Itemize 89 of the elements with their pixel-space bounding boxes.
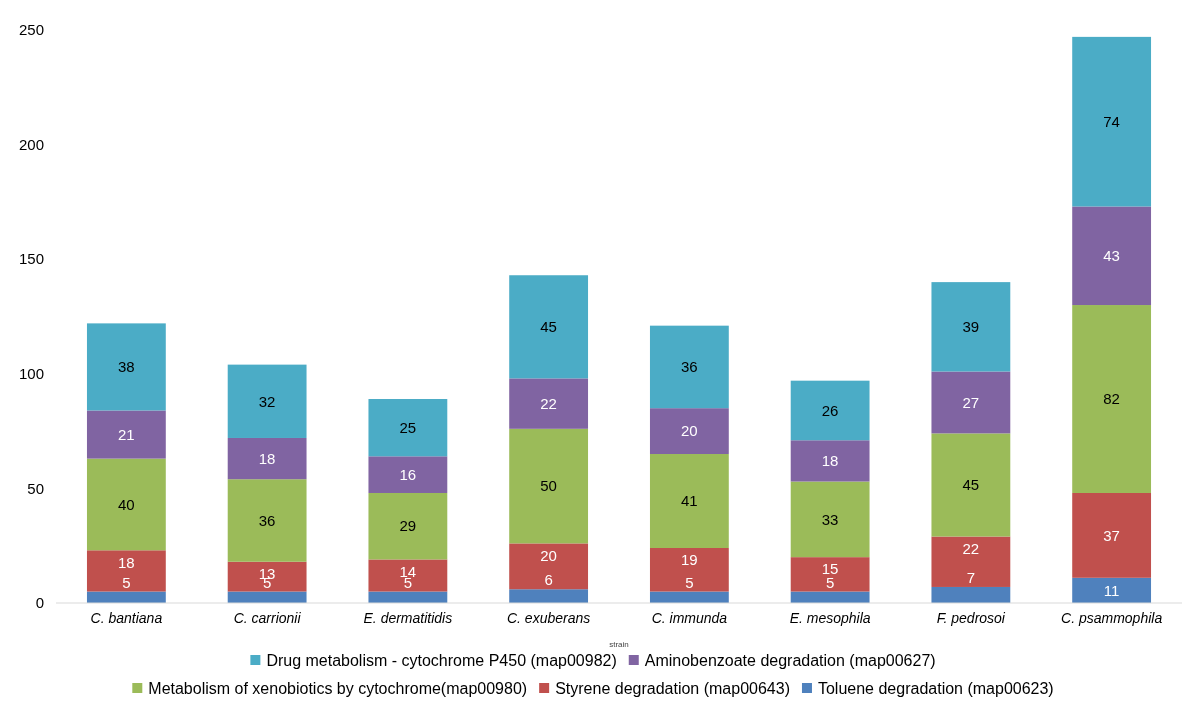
- y-tick-label: 250: [18, 21, 44, 39]
- bar: [1072, 492, 1152, 578]
- y-tick-label: 200: [18, 135, 44, 153]
- legend-label: Toluene degradation (map00623): [817, 679, 1054, 697]
- bar: [509, 543, 589, 590]
- data-label: 36: [681, 358, 698, 376]
- data-label: 18: [258, 449, 276, 467]
- data-label: 18: [821, 452, 839, 470]
- data-label: 37: [1103, 526, 1120, 544]
- bar: [509, 589, 589, 603]
- x-tick-label: C. psammophila: [1061, 610, 1163, 626]
- data-label: 6: [544, 571, 553, 589]
- data-label: 25: [399, 418, 417, 436]
- data-label: 82: [1103, 390, 1120, 408]
- bar: [86, 323, 166, 411]
- legend-label: Styrene degradation (map00643): [555, 679, 790, 697]
- data-label: 33: [821, 510, 839, 528]
- data-label: 22: [962, 539, 980, 557]
- legend-label: Drug metabolism - cytochrome P450 (map00982): [266, 651, 617, 669]
- data-label: 20: [681, 422, 698, 440]
- bar: [931, 536, 1011, 587]
- x-tick-label: C. bantiana: [90, 610, 163, 626]
- y-tick-label: 50: [27, 479, 44, 497]
- data-label: 22: [540, 394, 557, 412]
- data-label: 41: [681, 492, 698, 510]
- bar: [790, 440, 870, 482]
- x-tick-label: E. dermatitidis: [363, 610, 453, 626]
- bar: [368, 456, 448, 493]
- y-tick-label: 150: [18, 250, 44, 268]
- bar: [1072, 206, 1152, 306]
- bar: [86, 410, 166, 459]
- bar: [368, 559, 448, 592]
- data-label: 20: [540, 546, 557, 564]
- data-label: 7: [966, 569, 976, 587]
- data-label: 32: [258, 392, 276, 410]
- legend-label: Aminobenzoate degradation (map00627): [644, 651, 936, 669]
- bar: [227, 479, 307, 562]
- data-label: 38: [118, 358, 135, 376]
- bar: [509, 275, 589, 379]
- legend-label: Metabolism of xenobiotics by cytochrome(map00980): [148, 679, 528, 697]
- bar: [649, 408, 729, 455]
- x-tick-label: E. mesophila: [789, 610, 871, 626]
- data-label: 11: [1103, 581, 1120, 599]
- data-label: 45: [962, 476, 980, 494]
- bar: [1072, 305, 1152, 493]
- data-label: 26: [821, 401, 839, 419]
- bar: [227, 364, 307, 438]
- x-tick-label: C. immunda: [651, 610, 728, 626]
- y-tick-label: 100: [18, 365, 44, 383]
- bar: [790, 481, 870, 558]
- bar: [368, 399, 448, 457]
- data-label: 21: [118, 425, 135, 443]
- bar: [931, 282, 1011, 372]
- data-label: 40: [118, 495, 135, 513]
- bar: [790, 557, 870, 592]
- bar: [790, 380, 870, 441]
- y-tick-label: 0: [35, 594, 44, 612]
- data-label: 36: [258, 511, 276, 529]
- data-label: 16: [399, 465, 417, 483]
- data-label: 29: [399, 517, 417, 535]
- data-label: 39: [962, 318, 980, 336]
- bar: [509, 428, 589, 544]
- bar: [227, 437, 307, 480]
- bar: [931, 433, 1011, 537]
- x-axis-title: strain: [609, 640, 629, 649]
- data-label: 50: [540, 477, 557, 495]
- bar: [368, 492, 448, 560]
- x-tick-label: C. carrionii: [233, 610, 302, 626]
- x-tick-label: C. exuberans: [506, 610, 591, 626]
- data-label: 74: [1103, 112, 1120, 130]
- bar: [649, 325, 729, 409]
- bar: [649, 547, 729, 592]
- x-tick-label: F. pedrosoi: [936, 610, 1006, 626]
- data-label: 45: [540, 318, 557, 336]
- bar: [931, 371, 1011, 434]
- data-label: 5: [122, 573, 131, 591]
- data-label: 18: [118, 553, 135, 571]
- bar: [86, 458, 166, 551]
- data-label: 5: [685, 573, 694, 591]
- bar: [649, 454, 729, 548]
- bar: [1072, 36, 1152, 207]
- data-label: 43: [1103, 247, 1120, 265]
- bar: [931, 586, 1011, 603]
- data-label: 27: [962, 393, 980, 411]
- data-label: 19: [681, 551, 698, 569]
- bar: [1072, 577, 1152, 603]
- bar: [227, 561, 307, 592]
- bar: [86, 550, 166, 592]
- bar: [509, 378, 589, 429]
